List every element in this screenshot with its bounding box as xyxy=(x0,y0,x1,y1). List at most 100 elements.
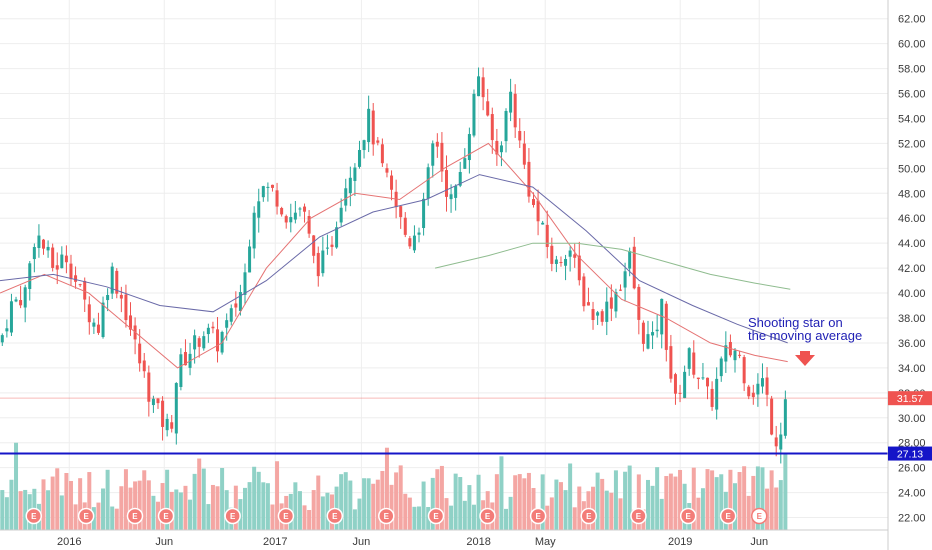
candle-body xyxy=(486,101,490,116)
y-tick-label: 54.00 xyxy=(898,113,926,125)
candle-body xyxy=(390,175,394,190)
candle-body xyxy=(760,378,764,387)
candle-body xyxy=(380,144,384,164)
candle-body xyxy=(23,287,27,308)
volume-bar xyxy=(471,504,476,530)
earnings-marker[interactable] xyxy=(326,507,344,525)
candle-body xyxy=(426,167,430,199)
candle-body xyxy=(573,254,577,258)
candle-body xyxy=(522,143,526,165)
volume-bar xyxy=(320,496,325,530)
candle-body xyxy=(628,251,632,269)
volume-bar xyxy=(591,486,596,530)
volume-bar xyxy=(343,472,348,530)
candle-body xyxy=(119,294,123,299)
volume-bar xyxy=(394,472,399,530)
volume-bar xyxy=(613,470,618,530)
y-tick-label: 34.00 xyxy=(898,363,926,375)
volume-bar xyxy=(384,447,389,530)
volume-bar xyxy=(558,482,563,530)
candle-body xyxy=(83,280,87,300)
earnings-marker[interactable] xyxy=(277,507,295,525)
candle-body xyxy=(371,110,375,145)
candle-body xyxy=(206,327,210,335)
candle-body xyxy=(362,140,366,151)
candle-body xyxy=(303,206,307,212)
volume-bar xyxy=(710,470,715,530)
volume-bar xyxy=(609,492,614,530)
earnings-marker[interactable] xyxy=(25,507,42,525)
candle-body xyxy=(78,284,82,286)
earnings-marker[interactable] xyxy=(529,507,547,525)
candle-body xyxy=(696,377,700,380)
candle-body xyxy=(463,158,467,169)
candle-body xyxy=(646,334,650,349)
volume-bar xyxy=(50,476,55,530)
volume-bar xyxy=(9,479,14,530)
earnings-marker[interactable] xyxy=(479,507,496,525)
candle-body xyxy=(614,292,618,312)
earnings-marker-label: E xyxy=(230,512,236,521)
candle-body xyxy=(69,263,73,280)
candle-body xyxy=(408,238,412,247)
candle-body xyxy=(435,141,439,147)
volume-bar xyxy=(668,473,673,530)
earnings-marker[interactable] xyxy=(580,507,597,525)
candle-body xyxy=(151,398,155,406)
volume-bar xyxy=(114,508,119,530)
candle-body xyxy=(467,134,471,161)
candle-body xyxy=(87,304,91,323)
volume-bar xyxy=(68,480,73,530)
earnings-marker[interactable] xyxy=(719,507,737,525)
candle-body xyxy=(161,400,165,427)
earnings-marker[interactable] xyxy=(378,507,395,525)
volume-bar xyxy=(174,489,179,530)
volume-bar xyxy=(545,505,550,530)
candle-body xyxy=(376,140,380,143)
candle-body xyxy=(312,235,316,256)
earnings-marker[interactable] xyxy=(126,507,144,525)
candle-body xyxy=(179,354,183,387)
earnings-marker-label: E xyxy=(163,512,169,521)
y-tick-label: 24.00 xyxy=(898,488,926,500)
earnings-marker[interactable] xyxy=(77,507,95,525)
volume-bar xyxy=(650,485,655,530)
volume-bar xyxy=(403,493,408,530)
earnings-marker[interactable] xyxy=(224,507,241,525)
volume-bar xyxy=(224,490,229,530)
candle-body xyxy=(385,168,389,173)
earnings-marker[interactable] xyxy=(679,507,697,525)
candle-body xyxy=(197,338,201,347)
price-lines xyxy=(0,397,888,455)
volume-bar xyxy=(210,484,215,530)
volume-bar xyxy=(73,504,78,530)
volume-bar xyxy=(774,487,779,530)
volume-bar xyxy=(302,505,307,530)
volume-bar xyxy=(751,475,756,530)
candle-body xyxy=(518,130,522,141)
volume-bar xyxy=(508,496,513,530)
volume-bar xyxy=(137,480,142,530)
volume-bar xyxy=(252,466,257,530)
candle-body xyxy=(756,383,760,395)
x-tick-label: Jun xyxy=(155,536,173,548)
volume-bar xyxy=(64,472,69,530)
candle-body xyxy=(367,108,371,143)
volume-bar xyxy=(449,505,454,530)
earnings-marker[interactable] xyxy=(630,507,647,525)
earnings-marker[interactable] xyxy=(750,507,768,525)
candle-body xyxy=(399,206,403,218)
candle-body xyxy=(110,266,114,294)
candle-body xyxy=(9,301,13,333)
volume-bar xyxy=(623,471,628,530)
candle-body xyxy=(357,149,361,167)
earnings-marker[interactable] xyxy=(427,507,445,525)
volume-bar xyxy=(133,481,138,530)
candle-body xyxy=(499,145,503,153)
earnings-marker-label: E xyxy=(586,512,592,521)
candle-body xyxy=(5,328,9,332)
earnings-marker[interactable] xyxy=(157,507,175,525)
candle-body xyxy=(234,303,238,308)
